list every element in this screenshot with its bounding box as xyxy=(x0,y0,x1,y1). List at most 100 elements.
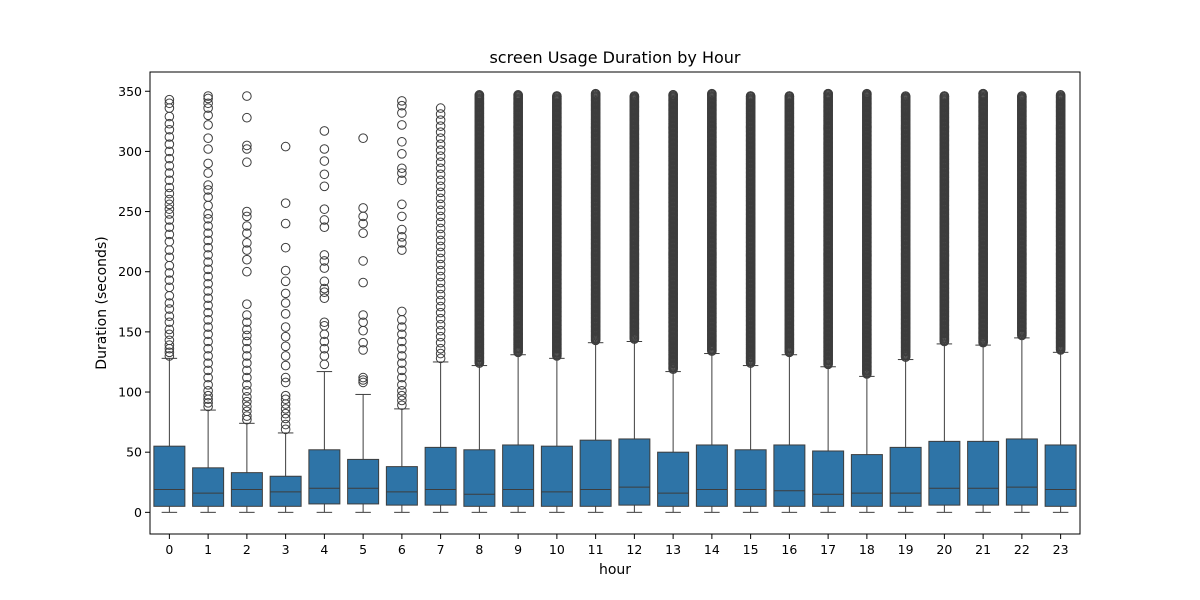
outlier-point xyxy=(435,115,446,125)
iqr-box xyxy=(773,444,806,507)
outlier-point xyxy=(435,301,446,312)
outlier-point xyxy=(203,390,213,401)
outlier-point xyxy=(358,133,368,143)
plot-area xyxy=(153,88,1077,513)
outlier-point xyxy=(435,259,446,270)
outlier-point xyxy=(435,187,446,198)
outlier-point xyxy=(629,91,640,101)
outlier-point xyxy=(358,203,368,213)
outlier-point xyxy=(203,286,213,296)
outlier-point xyxy=(358,372,368,383)
outlier-point xyxy=(435,289,446,300)
outlier-point xyxy=(164,311,175,322)
outlier-point xyxy=(280,408,291,419)
outlier-point xyxy=(397,149,407,159)
outlier-point xyxy=(280,331,291,342)
box-group-hour-10 xyxy=(540,91,573,513)
outlier-point xyxy=(745,91,756,101)
outlier-point xyxy=(435,175,446,186)
outlier-point xyxy=(435,283,446,294)
outlier-point xyxy=(164,118,175,129)
outlier-point xyxy=(203,98,213,109)
outlier-point xyxy=(203,329,213,340)
outlier-point xyxy=(164,168,175,178)
outlier-point xyxy=(242,358,252,368)
outlier-point xyxy=(397,199,407,210)
outlier-point xyxy=(164,304,175,314)
outlier-point xyxy=(397,372,407,383)
outlier-point xyxy=(319,276,330,287)
iqr-box xyxy=(695,444,728,507)
box-group-hour-8 xyxy=(463,90,496,513)
outlier-point xyxy=(397,238,407,248)
outlier-point xyxy=(203,372,213,383)
outlier-point xyxy=(319,222,330,233)
outlier-point xyxy=(435,151,446,162)
outlier-point xyxy=(203,200,213,211)
outlier-point xyxy=(862,88,872,99)
outlier-point xyxy=(435,157,446,168)
outlier-point xyxy=(242,140,252,151)
outlier-point xyxy=(978,88,988,99)
outlier-point xyxy=(397,211,407,222)
iqr-box xyxy=(502,444,535,507)
outlier-point xyxy=(203,192,213,202)
outlier-point xyxy=(435,121,446,131)
outlier-point xyxy=(397,358,407,368)
outlier-point xyxy=(280,360,291,371)
outlier-point xyxy=(319,215,330,225)
outlier-point xyxy=(280,198,291,208)
outlier-point xyxy=(164,161,175,171)
outlier-point xyxy=(203,120,213,130)
outlier-point xyxy=(203,307,213,318)
box-group-hour-11 xyxy=(579,88,612,513)
outlier-point xyxy=(435,229,446,240)
chart-title: screen Usage Duration by Hour xyxy=(489,48,740,67)
outlier-point xyxy=(397,351,407,361)
outlier-point xyxy=(203,235,213,246)
outlier-point xyxy=(164,199,175,210)
outlier-point xyxy=(784,91,795,101)
outlier-point xyxy=(203,257,213,267)
outlier-point xyxy=(435,313,446,324)
outlier-point xyxy=(164,329,175,340)
outlier-point xyxy=(164,182,175,193)
outlier-point xyxy=(397,322,407,332)
outlier-point xyxy=(474,90,485,100)
outlier-point xyxy=(164,175,175,186)
iqr-box xyxy=(618,438,651,506)
outlier-point xyxy=(203,168,213,178)
outlier-point xyxy=(203,278,213,289)
outlier-point xyxy=(203,336,213,347)
outlier-point xyxy=(164,324,175,335)
outlier-point xyxy=(203,293,213,303)
outlier-point xyxy=(242,406,252,417)
outlier-point xyxy=(242,386,252,396)
box-group-hour-12 xyxy=(618,91,651,513)
box-group-hour-15 xyxy=(734,91,767,513)
box-group-hour-1 xyxy=(192,91,225,513)
outlier-point xyxy=(164,188,175,199)
outlier-point xyxy=(823,88,833,99)
outlier-point xyxy=(242,380,252,390)
outlier-point xyxy=(164,282,175,293)
outlier-point xyxy=(319,321,330,331)
outlier-point xyxy=(242,206,252,217)
outlier-point xyxy=(242,372,252,383)
outlier-point xyxy=(203,380,213,390)
outlier-point xyxy=(242,324,252,335)
box-group-hour-7 xyxy=(424,103,457,513)
outlier-point xyxy=(164,103,175,113)
box-group-hour-21 xyxy=(967,88,1000,513)
outlier-point xyxy=(242,396,252,407)
outlier-point xyxy=(203,358,213,368)
outlier-point xyxy=(242,365,252,376)
outlier-point xyxy=(590,88,601,99)
outlier-point xyxy=(435,211,446,222)
outlier-point xyxy=(164,347,175,358)
outlier-point xyxy=(280,309,291,319)
iqr-box xyxy=(850,454,883,507)
box-group-hour-20 xyxy=(928,91,961,513)
outlier-point xyxy=(397,343,407,354)
